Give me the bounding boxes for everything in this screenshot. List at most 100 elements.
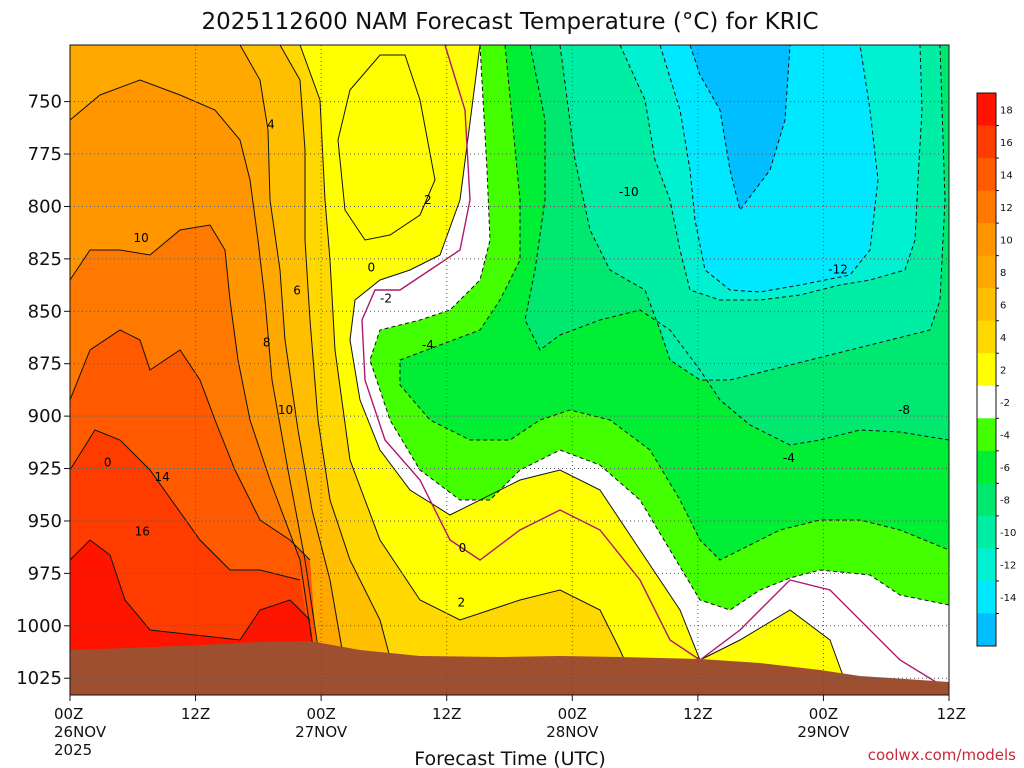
x-tick-label: 00Z bbox=[306, 705, 335, 723]
x-tick-date: 26NOV bbox=[54, 723, 107, 741]
contour-cold bbox=[559, 45, 946, 381]
colorbar-swatch bbox=[977, 320, 996, 354]
colorbar-swatch bbox=[977, 483, 996, 517]
contour-zero bbox=[361, 45, 949, 691]
colorbar-swatch bbox=[977, 580, 996, 614]
y-tick-label: 1000 bbox=[16, 616, 62, 637]
colorbar-swatch bbox=[977, 353, 996, 387]
contour-warm bbox=[70, 79, 326, 695]
contour-label: 10 bbox=[278, 403, 293, 417]
colorbar-swatch bbox=[977, 515, 996, 549]
y-tick-label: 800 bbox=[28, 196, 62, 217]
contour-label: 4 bbox=[267, 118, 275, 132]
x-tick-date: 27NOV bbox=[295, 723, 348, 741]
colorbar-swatch bbox=[977, 223, 996, 257]
colorbar-label: 2 bbox=[1000, 366, 1006, 377]
colorbar-swatch bbox=[977, 255, 996, 289]
y-tick-label: 850 bbox=[28, 301, 62, 322]
contour-warm bbox=[337, 54, 436, 241]
contour-label: 0 bbox=[368, 260, 376, 274]
contour-label: 6 bbox=[293, 283, 301, 297]
x-tick-date: 29NOV bbox=[797, 723, 850, 741]
contour-label: 2 bbox=[458, 596, 466, 610]
colorbar-label: 14 bbox=[1000, 170, 1013, 181]
x-tick-label: 12Z bbox=[937, 705, 966, 723]
y-tick-label: 975 bbox=[28, 563, 62, 584]
terrain bbox=[70, 641, 949, 695]
y-tick-label: 950 bbox=[28, 511, 62, 532]
colorbar-swatch bbox=[977, 613, 996, 647]
x-tick-label: 00Z bbox=[558, 705, 587, 723]
colorbar-swatch bbox=[977, 548, 996, 582]
contour-label: -4 bbox=[422, 338, 434, 352]
grid bbox=[70, 45, 949, 695]
colorbar-swatch bbox=[977, 93, 996, 127]
x-tick-date: 28NOV bbox=[546, 723, 599, 741]
x-tick-label: 12Z bbox=[181, 705, 210, 723]
temperature-field bbox=[70, 45, 949, 695]
y-tick-label: 750 bbox=[28, 92, 62, 113]
x-axis-label: Forecast Time (UTC) bbox=[414, 748, 605, 768]
contour-warm bbox=[299, 45, 641, 695]
contour-warm bbox=[70, 329, 311, 561]
y-tick-label: 875 bbox=[28, 354, 62, 375]
colorbar-label: 4 bbox=[1000, 333, 1006, 344]
contour-label: -8 bbox=[898, 403, 910, 417]
x-tick-label: 12Z bbox=[683, 705, 712, 723]
contour-label: 16 bbox=[135, 524, 150, 538]
contour-label: 10 bbox=[134, 231, 149, 245]
plot-frame bbox=[69, 44, 950, 696]
colorbar-label: -8 bbox=[1000, 496, 1010, 507]
colorbar-swatch bbox=[977, 190, 996, 224]
contour-warm bbox=[279, 45, 401, 695]
y-tick-label: 1025 bbox=[16, 668, 62, 689]
colorbar-label: -2 bbox=[1000, 398, 1010, 409]
colorbar-swatch bbox=[977, 418, 996, 452]
contour-cold bbox=[619, 45, 923, 301]
y-tick-label: 900 bbox=[28, 406, 62, 427]
colorbar-label: -12 bbox=[1000, 561, 1016, 572]
contour-label: -12 bbox=[828, 262, 848, 276]
colorbar-label: 6 bbox=[1000, 300, 1006, 311]
colorbar-label: -4 bbox=[1000, 431, 1010, 442]
colorbar-label: 10 bbox=[1000, 235, 1013, 246]
colorbar-label: -6 bbox=[1000, 463, 1010, 474]
y-tick-label: 925 bbox=[28, 459, 62, 480]
colorbar-label: 12 bbox=[1000, 203, 1013, 214]
colorbar-label: 8 bbox=[1000, 268, 1006, 279]
colorbar-label: -14 bbox=[1000, 593, 1016, 604]
colorbar-frame bbox=[976, 92, 997, 647]
band-cold-14 bbox=[690, 45, 790, 210]
contour-label: -4 bbox=[783, 451, 795, 465]
contour-label: -10 bbox=[619, 185, 639, 199]
contour-warm bbox=[70, 539, 311, 641]
colorbar-label: 16 bbox=[1000, 138, 1013, 149]
colorbar-swatch bbox=[977, 385, 996, 419]
contour-label: 0 bbox=[104, 455, 112, 469]
contour-cold bbox=[399, 45, 949, 561]
contour-label: 2 bbox=[424, 193, 432, 207]
contour-labels: 4 2 0 -2 -4 6 8 10 10 0 14 16 0 2 -10 -12 -8 -4 bbox=[104, 118, 910, 610]
y-tick-label: 825 bbox=[28, 249, 62, 270]
contour-label: 8 bbox=[263, 336, 271, 350]
y-axis: 750 775 800 825 850 875 900 925 950 975 1000 1025 bbox=[16, 92, 70, 689]
y-tick-label: 775 bbox=[28, 144, 62, 165]
chart-title: 2025112600 NAM Forecast Temperature (°C)… bbox=[201, 9, 818, 35]
colorbar-label: 18 bbox=[1000, 105, 1013, 116]
contour-warm bbox=[70, 224, 321, 695]
credit-text: coolwx.com/models bbox=[868, 746, 1016, 764]
x-tick-year: 2025 bbox=[54, 741, 92, 759]
contour-warm bbox=[349, 45, 851, 695]
x-tick-label: 00Z bbox=[54, 705, 83, 723]
contour-warm bbox=[70, 429, 301, 581]
colorbar-swatch bbox=[977, 125, 996, 159]
colorbar-swatch bbox=[977, 450, 996, 484]
colorbar: 18 16 14 12 10 8 6 4 2 -2 -4 -6 -8 -10 -12 -14 bbox=[976, 92, 1016, 647]
contour-cold bbox=[689, 45, 791, 212]
colorbar-swatch bbox=[977, 288, 996, 322]
contour-cold bbox=[659, 45, 879, 293]
contour-label: 14 bbox=[154, 470, 169, 484]
colorbar-label: -10 bbox=[1000, 528, 1016, 539]
